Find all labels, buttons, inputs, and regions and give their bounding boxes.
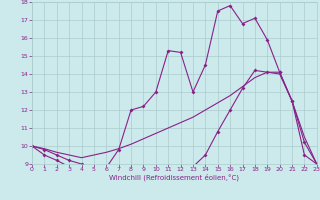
X-axis label: Windchill (Refroidissement éolien,°C): Windchill (Refroidissement éolien,°C) <box>109 174 239 181</box>
